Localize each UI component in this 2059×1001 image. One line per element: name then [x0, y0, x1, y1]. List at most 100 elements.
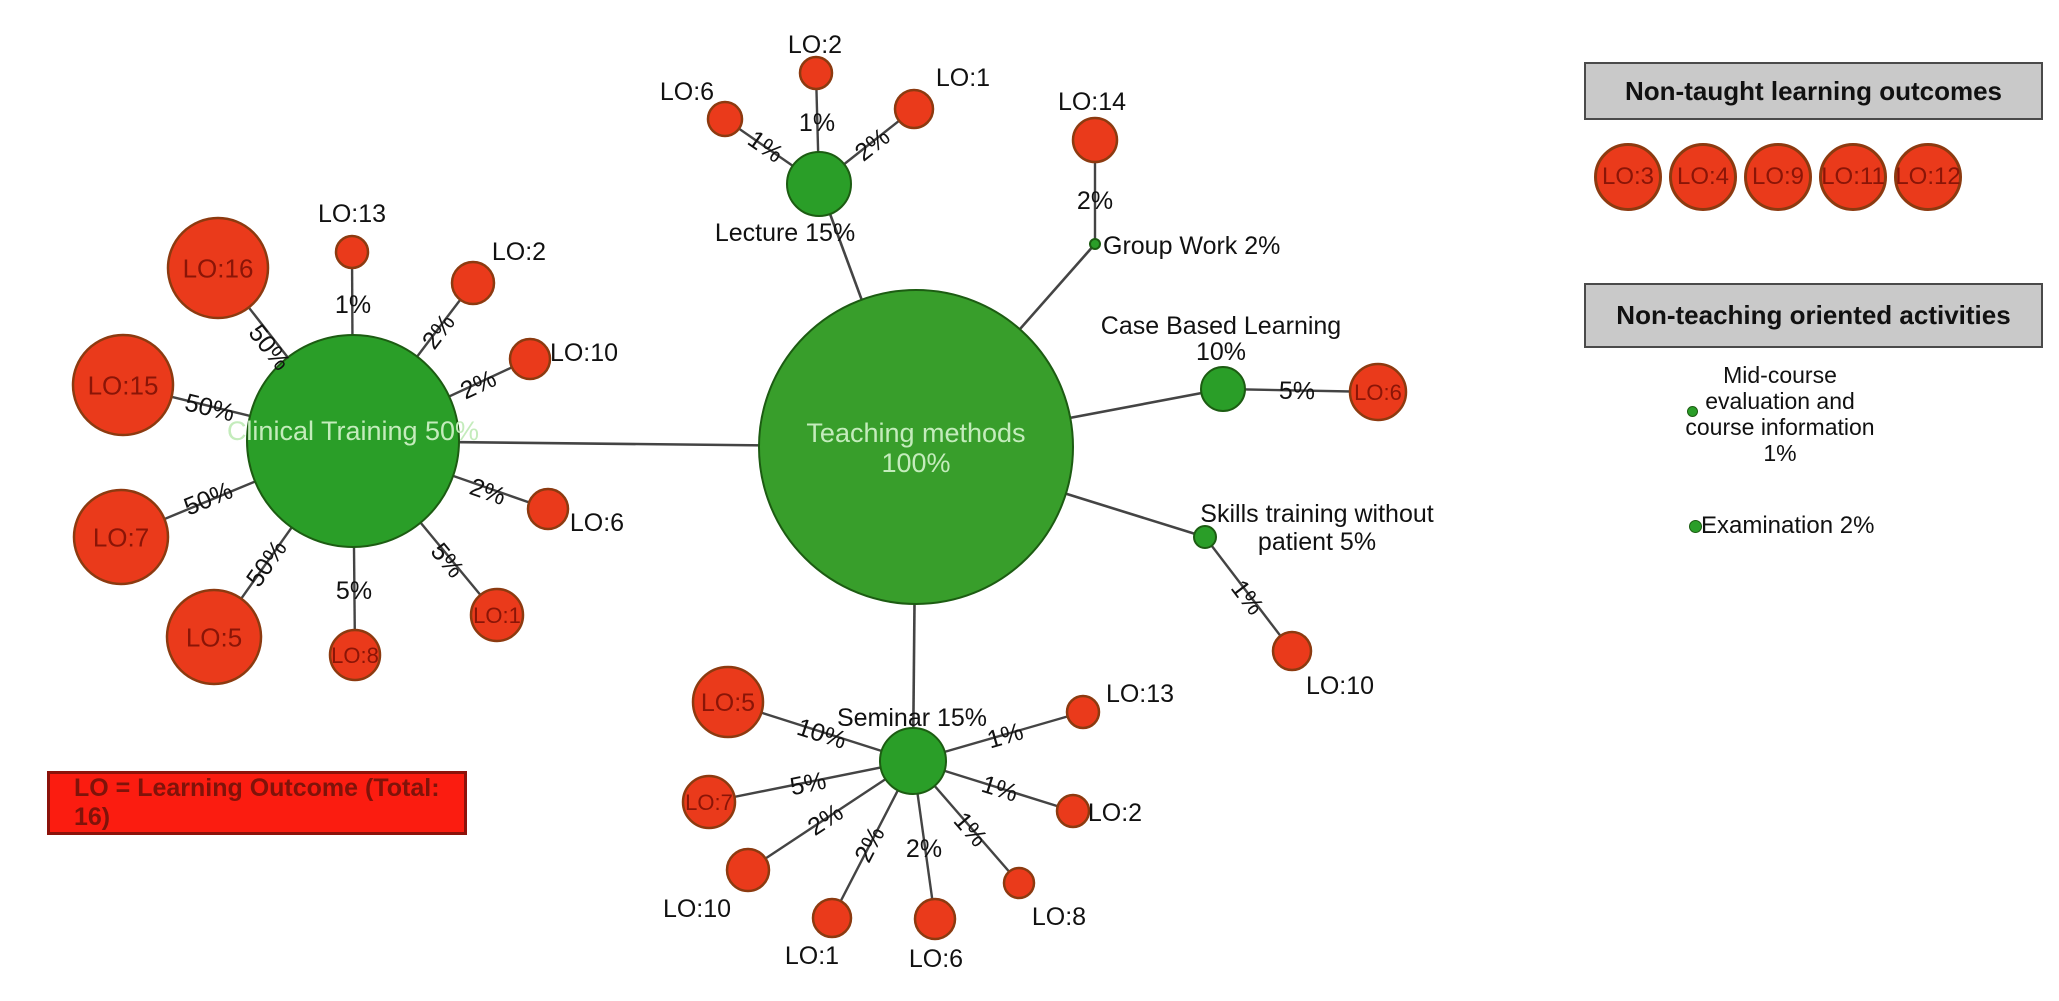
edge-weight-label: 2%	[1077, 187, 1113, 215]
examination-label: Examination 2%	[1701, 512, 1875, 539]
lo-node-label: LO:7	[685, 790, 733, 815]
edge-line	[708, 759, 914, 804]
edge-weight-label: 1%	[984, 717, 1026, 754]
cbl-label: 10%	[1196, 338, 1246, 366]
lo-node-label: LO:8	[1032, 903, 1086, 931]
midcourse-line-2: evaluation and	[1705, 388, 1855, 414]
edge-weight-label: 2%	[803, 798, 849, 841]
learning-outcome-node	[913, 897, 957, 941]
non-taught-lo-circle: LO:9	[1744, 143, 1812, 211]
learning-outcome-node	[71, 333, 175, 437]
edge-weight-label: 5%	[425, 538, 470, 584]
learning-outcome-node	[725, 847, 771, 893]
non-taught-outcomes-header: Non-taught learning outcomes	[1584, 62, 2043, 120]
cbl-hub-circle	[1200, 366, 1246, 412]
learning-outcome-node	[166, 216, 270, 320]
learning-outcome-node	[165, 588, 263, 686]
seminar-hub-circle	[879, 727, 947, 795]
edge-weight-label: 2%	[456, 365, 501, 406]
teaching-label: 100%	[881, 448, 950, 478]
learning-outcome-node	[508, 337, 552, 381]
non-taught-lo-circle: LO:11	[1819, 143, 1887, 211]
lecture-label: Lecture 15%	[715, 219, 855, 247]
learning-outcome-node	[334, 234, 370, 270]
lo-node-label: LO:6	[909, 945, 963, 973]
edge-weight-label: 50%	[182, 388, 237, 427]
lo-node-label: LO:8	[331, 643, 379, 668]
learning-outcome-node	[681, 774, 737, 830]
learning-outcome-node	[526, 487, 570, 531]
lo-node-label: LO:7	[93, 522, 149, 552]
lo-node-label: LO:14	[1058, 88, 1126, 116]
edge-weight-label: 50%	[241, 535, 293, 592]
learning-outcome-node	[1348, 362, 1408, 422]
groupwork-hub-circle	[1089, 238, 1101, 250]
edge-weight-label: 5%	[336, 577, 372, 605]
learning-outcome-node	[469, 587, 525, 643]
non-teaching-activities-title: Non-teaching oriented activities	[1616, 300, 2011, 330]
edge-weight-label: 1%	[978, 770, 1021, 808]
clinical-hub-circle	[246, 334, 460, 548]
learning-outcome-node	[1055, 793, 1091, 829]
lo-node-label: LO:15	[88, 370, 159, 400]
edge-weight-label: 2%	[849, 822, 890, 867]
edge-weight-label: 5%	[1279, 377, 1316, 406]
edge-weight-label: 2%	[466, 473, 509, 511]
skills-hub-circle	[1193, 525, 1217, 549]
lo-node-label: LO:13	[318, 200, 386, 228]
edge-weight-label: 1%	[799, 109, 835, 137]
edge-weight-label: 1%	[335, 291, 371, 319]
learning-outcome-node	[328, 628, 382, 682]
lo-node-label: LO:6	[570, 509, 624, 537]
lo-node-label: LO:10	[1306, 672, 1374, 700]
lo-node-label: LO:2	[492, 238, 546, 266]
learning-outcome-node	[72, 488, 170, 586]
teaching-hub-circle	[758, 289, 1074, 605]
lecture-hub-circle	[786, 151, 852, 217]
learning-outcome-node	[691, 665, 765, 739]
learning-outcome-node	[450, 260, 496, 306]
midcourse-line-1: Mid-course	[1723, 362, 1837, 388]
skills-label: patient 5%	[1258, 528, 1376, 556]
learning-outcome-node	[706, 100, 744, 138]
seminar-label: Seminar 15%	[837, 704, 987, 732]
cbl-label: Case Based Learning	[1101, 312, 1341, 340]
midcourse-line-4: 1%	[1763, 440, 1797, 466]
edge-weight-label: 2%	[906, 835, 942, 863]
lo-node-label: LO:2	[788, 31, 842, 59]
edge-line	[1204, 536, 1293, 652]
learning-outcome-node	[798, 55, 834, 91]
clinical-label: Clinical Training 50%	[227, 416, 479, 446]
edge-weight-label: 5%	[788, 767, 829, 802]
non-taught-lo-circle: LO:12	[1894, 143, 1962, 211]
lo-node-label: LO:13	[1106, 680, 1174, 708]
midcourse-evaluation-dot	[1687, 406, 1698, 417]
lo-node-label: LO:1	[936, 64, 990, 92]
non-taught-outcomes-title: Non-taught learning outcomes	[1625, 75, 2002, 106]
learning-outcome-node	[1071, 116, 1119, 164]
midcourse-evaluation-label: Mid-course evaluation and course informa…	[1630, 362, 1930, 466]
legend-box: LO = Learning Outcome (Total: 16)	[47, 771, 467, 835]
lo-node-label: LO:2	[1088, 799, 1142, 827]
lo-node-label: LO:6	[660, 78, 714, 106]
lo-node-label: LO:1	[785, 942, 839, 970]
lo-node-label: LO:6	[1354, 380, 1402, 405]
edge-weight-label: 1%	[743, 125, 789, 169]
non-taught-lo-circle: LO:4	[1669, 143, 1737, 211]
edge-weight-label: 50%	[180, 476, 237, 521]
legend-text: LO = Learning Outcome (Total: 16)	[74, 774, 440, 831]
learning-outcome-node	[893, 88, 935, 130]
examination-dot	[1689, 520, 1702, 533]
teaching-label: Teaching methods	[806, 418, 1025, 448]
midcourse-line-3: course information	[1685, 414, 1875, 440]
lo-node-label: LO:10	[550, 339, 618, 367]
non-teaching-activities-header: Non-teaching oriented activities	[1584, 283, 2043, 348]
lo-node-label: LO:1	[473, 603, 521, 628]
lo-node-label: LO:5	[186, 622, 242, 652]
lo-node-label: LO:5	[701, 689, 755, 717]
skills-label: Skills training without	[1200, 500, 1433, 528]
learning-outcome-node	[1271, 630, 1313, 672]
non-taught-lo-circle: LO:3	[1594, 143, 1662, 211]
